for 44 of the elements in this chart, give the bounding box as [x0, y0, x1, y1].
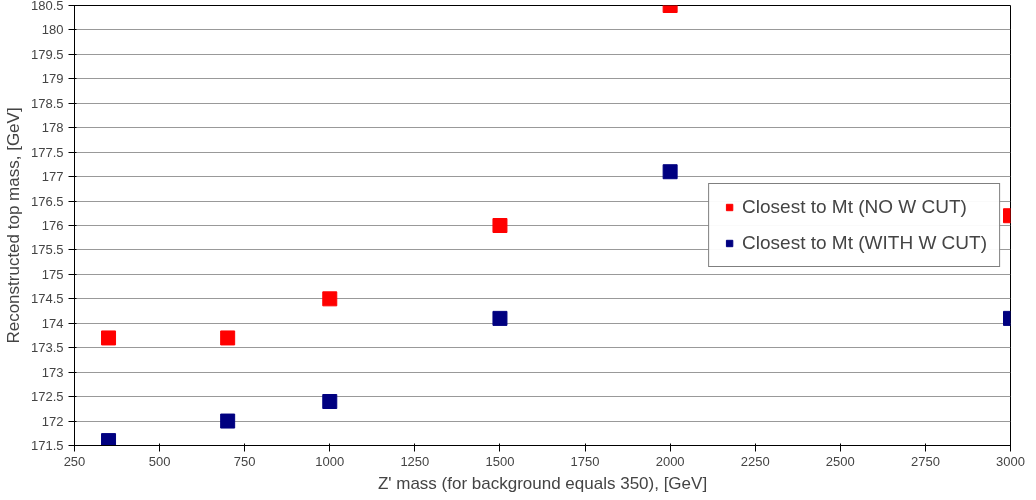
- y-tick-label: 171.5: [30, 438, 64, 453]
- x-tick-label: 1750: [570, 453, 600, 469]
- point: [322, 291, 338, 307]
- y-tick-label: 177: [41, 169, 64, 185]
- y-tick-label: 174: [41, 315, 64, 331]
- y-tick-label: 172.5: [30, 389, 64, 405]
- y-tick-label: 179: [41, 71, 64, 87]
- point: [220, 330, 236, 346]
- point: [492, 218, 508, 233]
- x-tick-label: 2250: [740, 453, 770, 469]
- point: [101, 433, 117, 446]
- y-tick-label: 173: [41, 364, 64, 380]
- y-tick-label: 173.5: [30, 340, 64, 356]
- x-tick-label: 1500: [485, 453, 515, 469]
- y-axis-title: Reconstructed top mass, [GeV]: [3, 107, 23, 344]
- x-tick-label: 2000: [655, 453, 685, 469]
- x-tick-label: 1000: [315, 453, 345, 469]
- y-tick-label: 176.5: [30, 193, 64, 209]
- legend-label: Closest to Mt (NO W CUT): [742, 196, 967, 218]
- point: [492, 310, 508, 326]
- y-tick-label: 180: [41, 22, 64, 38]
- point: [220, 413, 236, 429]
- x-tick-label: 2750: [910, 453, 940, 469]
- x-tick-label: 3000: [996, 453, 1025, 469]
- y-tick-label: 175.5: [30, 242, 64, 258]
- x-tick-label: 2500: [825, 453, 855, 469]
- y-tick-label: 176: [41, 218, 64, 233]
- point: [322, 394, 338, 409]
- x-tick-label: 250: [63, 453, 86, 469]
- y-tick-label: 179.5: [30, 46, 64, 62]
- y-tick-label: 172: [41, 413, 64, 429]
- legend-label: Closest to Mt (WITH W CUT): [742, 232, 987, 254]
- y-tick-label: 180.5: [30, 0, 64, 13]
- x-tick-label: 750: [233, 453, 256, 469]
- point: [101, 330, 117, 346]
- point: [662, 164, 678, 180]
- x-axis-title: Z' mass (for background equals 350), [GeV]: [377, 473, 708, 493]
- y-tick-label: 174.5: [30, 291, 64, 307]
- x-tick-label: 1250: [400, 453, 430, 469]
- y-tick-label: 178.5: [30, 95, 64, 111]
- y-tick-label: 178: [41, 120, 64, 136]
- y-tick-label: 177.5: [30, 144, 64, 160]
- y-tick-label: 175: [41, 266, 64, 282]
- x-tick-label: 500: [148, 453, 171, 469]
